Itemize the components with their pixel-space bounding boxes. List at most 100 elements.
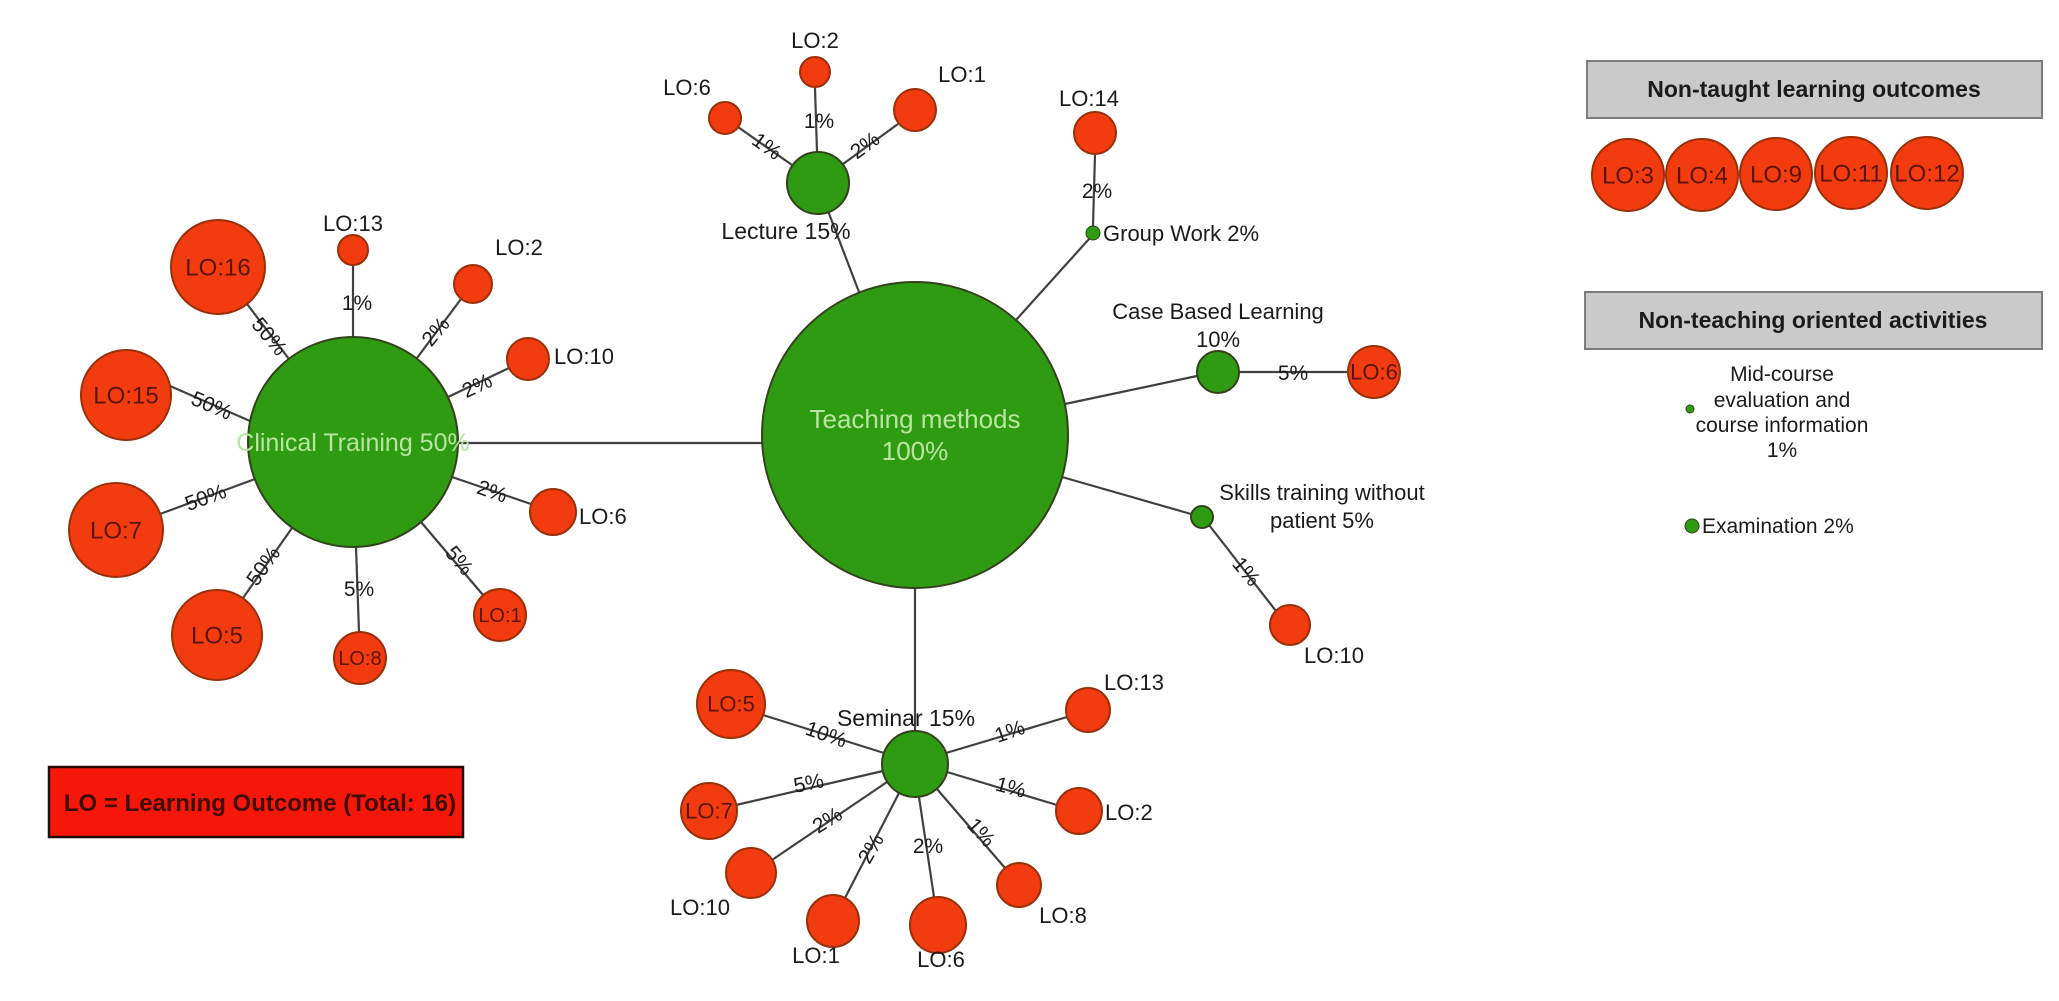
- lecture-lo2-label: LO:2: [791, 28, 839, 53]
- edge-percent-label: 2%: [809, 803, 847, 839]
- edge-percent-label: 50%: [242, 542, 285, 590]
- node-lecture: [786, 151, 850, 215]
- seminar-lo2-label: LO:2: [1105, 800, 1153, 825]
- legend-box: [47, 765, 465, 839]
- edge-percent-label: 1%: [804, 110, 834, 133]
- seminar-lo6-label: LO:6: [917, 947, 965, 972]
- node-clinical-lo5: [171, 589, 263, 681]
- node-seminar-lo5: [696, 669, 766, 739]
- node-nontaught-lo12: [1890, 136, 1964, 210]
- node-seminar: [881, 730, 949, 798]
- edge-percent-label: 2%: [459, 369, 496, 403]
- node-clinical-lo10: [506, 337, 550, 381]
- cbl-label-line2: 10%: [1196, 327, 1240, 352]
- edge-line: [1064, 374, 1198, 406]
- edge-percent-label: 50%: [188, 387, 236, 425]
- node-clinical-lo2: [453, 264, 493, 304]
- clinical-lo2-label: LO:2: [495, 235, 543, 260]
- edge-percent-label: 2%: [854, 830, 889, 868]
- edge-percent-label: 2%: [474, 476, 510, 508]
- edge-percent-label: 5%: [344, 578, 374, 601]
- edge-line: [945, 715, 1068, 755]
- non-taught-title: Non-taught learning outcomes: [1647, 76, 1981, 102]
- edge-line: [917, 796, 936, 898]
- nodes-layer: [68, 56, 1964, 954]
- seminar-lo13-label: LO:13: [1104, 670, 1164, 695]
- node-nontaught-lo11-label: LO:11: [1819, 160, 1883, 187]
- node-nontaught-lo11: [1814, 136, 1888, 210]
- node-skills-lo10: [1269, 604, 1311, 646]
- skills-label-line2: patient 5%: [1270, 508, 1374, 533]
- lecture-lo1-label: LO:1: [938, 62, 986, 87]
- seminar-lo10-label: LO:10: [670, 895, 730, 920]
- edge-line: [451, 475, 532, 506]
- edge-percent-label: 2%: [1082, 180, 1112, 203]
- node-clinical-lo16: [170, 219, 266, 315]
- node-clinical-lo5-label: LO:5: [191, 622, 243, 649]
- non-teaching-box: [1584, 291, 2043, 350]
- node-clinical-label: Clinical Training 50%: [236, 429, 469, 457]
- edge-percent-label: 1%: [993, 773, 1028, 803]
- group-work-label: Group Work 2%: [1103, 221, 1259, 246]
- node-nontaught-lo9-label: LO:9: [1750, 161, 1802, 188]
- edges-layer: [159, 87, 1348, 899]
- node-seminar-lo5-label: LO:5: [707, 692, 755, 717]
- node-nontaught-lo9: [1739, 137, 1813, 211]
- node-seminar-lo10: [725, 847, 777, 899]
- edge-percent-label: 1%: [748, 129, 786, 165]
- node-case-based-learning: [1196, 350, 1240, 394]
- edge-line: [735, 769, 884, 807]
- node-clinical-lo1-label: LO:1: [478, 605, 521, 627]
- edge-line: [771, 781, 888, 861]
- midcourse-label-line2: evaluation and: [1714, 389, 1851, 412]
- seminar-lo1-label: LO:1: [792, 943, 840, 968]
- midcourse-label-line3: course information: [1696, 414, 1869, 437]
- node-teaching-label: 100%: [882, 436, 949, 466]
- edge-line: [842, 123, 899, 165]
- node-lecture-lo1: [893, 88, 937, 132]
- edge-line: [737, 126, 793, 166]
- node-seminar-lo7-label: LO:7: [685, 799, 733, 824]
- edge-line: [844, 792, 900, 899]
- node-nontaught-lo3: [1591, 138, 1665, 212]
- edge-percent-label: 2%: [417, 313, 454, 351]
- edge-line: [420, 521, 484, 596]
- edge-line: [159, 477, 256, 516]
- node-clinical: [247, 336, 459, 548]
- seminar-label: Seminar 15%: [837, 705, 975, 731]
- edge-percent-label: 5%: [792, 769, 826, 797]
- node-lecture-lo2: [799, 56, 831, 88]
- lecture-lo6-label: LO:6: [663, 75, 711, 100]
- skills-label-line1: Skills training without: [1219, 480, 1424, 505]
- edge-line: [813, 87, 819, 153]
- edge-percent-label: 1%: [1227, 553, 1264, 591]
- midcourse-label-line4: 1%: [1767, 439, 1797, 462]
- edge-percent-label: 5%: [440, 542, 477, 580]
- node-examination-dot: [1684, 518, 1700, 534]
- node-seminar-lo2: [1055, 787, 1103, 835]
- edge-percent-label: 5%: [1278, 362, 1308, 385]
- edge-line: [946, 770, 1058, 807]
- node-seminar-lo6: [909, 896, 967, 954]
- legend-text: LO = Learning Outcome (Total: 16): [64, 790, 456, 817]
- edge-line: [447, 367, 510, 398]
- edge-line: [169, 384, 251, 423]
- node-seminar-lo7: [680, 782, 738, 840]
- boxes-layer: [47, 60, 2043, 839]
- node-nontaught-lo3-label: LO:3: [1602, 162, 1654, 189]
- edge-line: [762, 713, 885, 755]
- node-clinical-lo15: [80, 349, 172, 441]
- node-groupwork-lo14: [1073, 111, 1117, 155]
- edge-line: [246, 303, 290, 360]
- node-clinical-lo13: [337, 234, 369, 266]
- edge-percent-label: 1%: [962, 814, 999, 852]
- node-teaching: [761, 281, 1069, 589]
- edge-line: [416, 298, 462, 359]
- node-midcourse-dot: [1685, 404, 1695, 414]
- edge-percent-label: 1%: [342, 292, 372, 315]
- seminar-lo8-label: LO:8: [1039, 903, 1087, 928]
- node-clinical-lo6: [529, 488, 577, 536]
- node-clinical-lo1: [473, 588, 527, 642]
